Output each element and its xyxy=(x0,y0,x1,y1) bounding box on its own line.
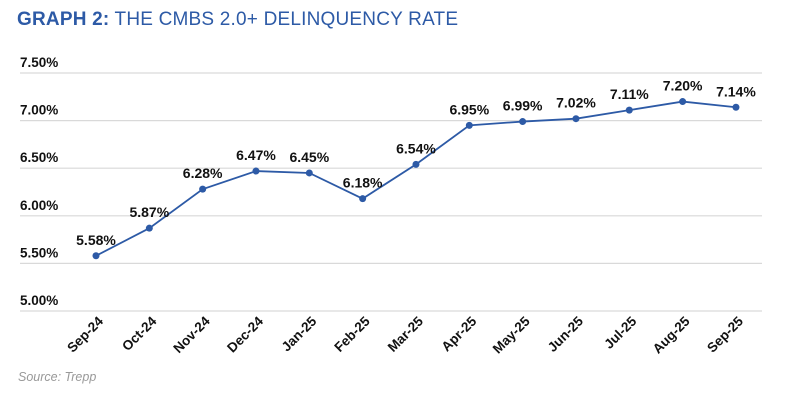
title-rest: THE CMBS 2.0+ DELINQUENCY RATE xyxy=(109,9,459,30)
data-point xyxy=(625,106,633,114)
data-point xyxy=(412,160,420,168)
data-label: 6.18% xyxy=(343,175,383,191)
data-point xyxy=(519,118,527,126)
y-tick-label: 6.50% xyxy=(20,150,58,165)
data-point xyxy=(572,115,580,123)
data-point xyxy=(359,195,367,203)
data-label: 7.20% xyxy=(663,78,703,94)
x-tick-label: Jun-25 xyxy=(545,313,587,355)
data-label: 7.02% xyxy=(556,95,596,111)
y-tick-label: 7.50% xyxy=(20,55,58,70)
data-point xyxy=(145,224,153,232)
chart-title: GRAPH 2: THE CMBS 2.0+ DELINQUENCY RATE xyxy=(17,9,458,31)
x-tick-label: May-25 xyxy=(490,313,533,356)
data-label: 5.87% xyxy=(129,204,169,220)
data-point xyxy=(732,103,740,111)
x-tick-label: Oct-24 xyxy=(119,313,160,354)
y-tick-label: 5.50% xyxy=(20,245,58,260)
data-point xyxy=(465,121,473,129)
x-tick-label: Jul-25 xyxy=(601,313,640,352)
data-point xyxy=(199,185,207,193)
y-tick-label: 7.00% xyxy=(20,103,58,118)
x-tick-label: Feb-25 xyxy=(331,313,373,355)
data-label: 6.28% xyxy=(183,165,223,181)
data-point xyxy=(252,167,260,175)
data-label: 6.95% xyxy=(449,101,489,117)
x-tick-label: Apr-25 xyxy=(439,313,480,354)
x-tick-label: Dec-24 xyxy=(224,313,266,355)
source-note: Source: Trepp xyxy=(18,370,97,384)
data-label: 6.47% xyxy=(236,147,276,163)
data-point xyxy=(305,169,313,177)
title-prefix: GRAPH 2: xyxy=(17,9,110,30)
y-tick-label: 5.00% xyxy=(20,293,58,308)
data-point xyxy=(92,252,100,260)
x-tick-label: Jan-25 xyxy=(279,313,320,354)
x-tick-label: Sep-24 xyxy=(64,313,106,355)
y-tick-label: 6.00% xyxy=(20,198,58,213)
data-label: 7.14% xyxy=(716,83,756,99)
x-tick-label: Sep-25 xyxy=(704,313,746,355)
data-label: 6.45% xyxy=(289,149,329,165)
x-tick-label: Aug-25 xyxy=(650,313,693,356)
data-label: 5.58% xyxy=(76,232,116,248)
data-label: 6.54% xyxy=(396,140,436,156)
data-label: 7.11% xyxy=(610,86,649,102)
x-tick-label: Nov-24 xyxy=(170,313,213,356)
data-point xyxy=(679,98,687,106)
data-label: 6.99% xyxy=(503,98,543,114)
x-tick-label: Mar-25 xyxy=(385,313,427,355)
